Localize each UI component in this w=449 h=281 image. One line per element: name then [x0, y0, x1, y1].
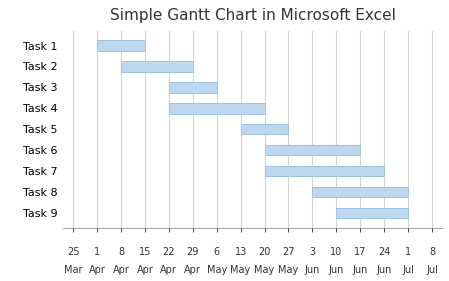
Text: 25: 25 — [67, 247, 79, 257]
Bar — [313, 187, 408, 197]
Text: Jun: Jun — [376, 265, 392, 275]
Text: Apr: Apr — [160, 265, 177, 275]
Text: 22: 22 — [163, 247, 175, 257]
Text: 6: 6 — [214, 247, 220, 257]
Text: Jul: Jul — [426, 265, 438, 275]
Text: May: May — [255, 265, 275, 275]
Text: May: May — [230, 265, 251, 275]
Text: 20: 20 — [258, 247, 271, 257]
Text: Apr: Apr — [113, 265, 129, 275]
Bar — [121, 61, 193, 72]
Text: May: May — [278, 265, 299, 275]
Text: 29: 29 — [186, 247, 199, 257]
Text: Jun: Jun — [352, 265, 368, 275]
Text: Mar: Mar — [64, 265, 82, 275]
Bar — [169, 103, 264, 114]
Bar — [169, 82, 217, 93]
Text: Jun: Jun — [305, 265, 320, 275]
Text: 17: 17 — [354, 247, 366, 257]
Text: 24: 24 — [378, 247, 390, 257]
Text: 27: 27 — [282, 247, 295, 257]
Bar — [241, 124, 288, 135]
Text: May: May — [207, 265, 227, 275]
Text: 13: 13 — [234, 247, 247, 257]
Text: Apr: Apr — [88, 265, 106, 275]
Title: Simple Gantt Chart in Microsoft Excel: Simple Gantt Chart in Microsoft Excel — [110, 8, 396, 23]
Text: 15: 15 — [139, 247, 151, 257]
Text: Apr: Apr — [136, 265, 153, 275]
Text: Jul: Jul — [402, 265, 414, 275]
Bar — [264, 145, 360, 155]
Text: 3: 3 — [309, 247, 316, 257]
Text: 8: 8 — [118, 247, 124, 257]
Text: Jun: Jun — [329, 265, 344, 275]
Bar — [97, 40, 145, 51]
Text: 1: 1 — [94, 247, 100, 257]
Text: Apr: Apr — [184, 265, 201, 275]
Text: 1: 1 — [405, 247, 411, 257]
Bar — [264, 166, 384, 176]
Bar — [336, 208, 408, 218]
Text: 10: 10 — [330, 247, 343, 257]
Text: 8: 8 — [429, 247, 435, 257]
